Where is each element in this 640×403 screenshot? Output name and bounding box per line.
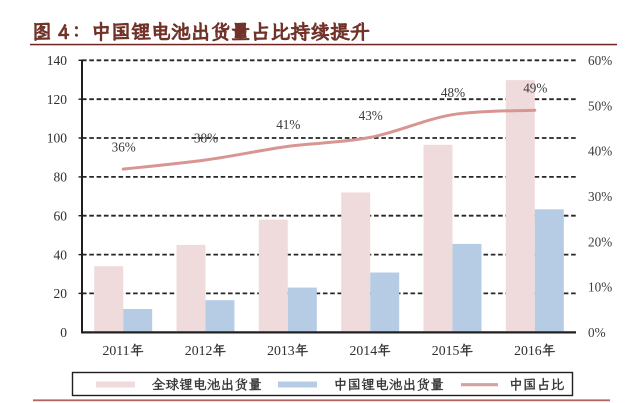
svg-text:40%: 40% (588, 144, 612, 159)
svg-text:80: 80 (54, 170, 68, 185)
svg-text:100: 100 (47, 131, 68, 146)
svg-text:60%: 60% (588, 53, 612, 68)
svg-text:49%: 49% (523, 81, 547, 96)
svg-text:2015: 2015 (432, 343, 460, 358)
svg-text:2011: 2011 (103, 343, 130, 358)
svg-text:0: 0 (60, 325, 67, 340)
svg-text:50%: 50% (588, 98, 612, 113)
svg-text:38%: 38% (194, 131, 218, 146)
svg-text:40: 40 (54, 247, 68, 262)
svg-text:2014: 2014 (350, 343, 378, 358)
svg-text:2012: 2012 (185, 343, 213, 358)
svg-text:36%: 36% (112, 140, 136, 155)
svg-text:10%: 10% (588, 280, 612, 295)
svg-text:60: 60 (54, 208, 68, 223)
svg-text:30%: 30% (588, 189, 612, 204)
svg-text:2016: 2016 (514, 343, 542, 358)
svg-text:48%: 48% (441, 85, 465, 100)
svg-text:20: 20 (54, 286, 68, 301)
svg-text:120: 120 (47, 92, 68, 107)
svg-text:43%: 43% (359, 108, 383, 123)
svg-text:140: 140 (47, 53, 68, 68)
svg-text:41%: 41% (276, 117, 300, 132)
svg-text:0%: 0% (588, 325, 606, 340)
svg-text:2013: 2013 (267, 343, 295, 358)
svg-text:20%: 20% (588, 234, 612, 249)
